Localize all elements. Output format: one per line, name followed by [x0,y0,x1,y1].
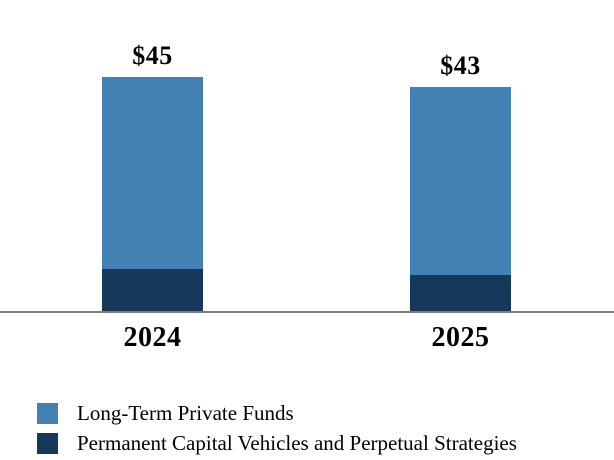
bar-2025 [410,87,511,311]
segment-long-term-private-funds-2024 [102,77,203,270]
legend-label-permanent-capital: Permanent Capital Vehicles and Perpetual… [77,431,517,455]
bar-group-2024: $45 [102,43,203,311]
bar-total-label-2024: $45 [132,41,173,71]
bar-group-2025: $43 [410,53,511,311]
bar-2024 [102,77,203,311]
legend-swatch-long-term-private-funds [37,402,58,424]
segment-permanent-capital-2025 [410,274,511,311]
x-axis-label-2025: 2025 [431,322,490,353]
bar-total-label-2025: $43 [440,51,481,81]
legend-swatch-permanent-capital [37,432,58,454]
legend-item-long-term-private-funds: Long-Term Private Funds [37,398,517,428]
legend-label-long-term-private-funds: Long-Term Private Funds [77,401,294,425]
segment-permanent-capital-2024 [102,269,203,311]
chart-legend: Long-Term Private Funds Permanent Capita… [37,398,517,458]
segment-long-term-private-funds-2025 [410,87,511,275]
x-axis-line [0,311,614,313]
x-axis-label-2024: 2024 [123,322,182,353]
legend-item-permanent-capital: Permanent Capital Vehicles and Perpetual… [37,428,517,458]
